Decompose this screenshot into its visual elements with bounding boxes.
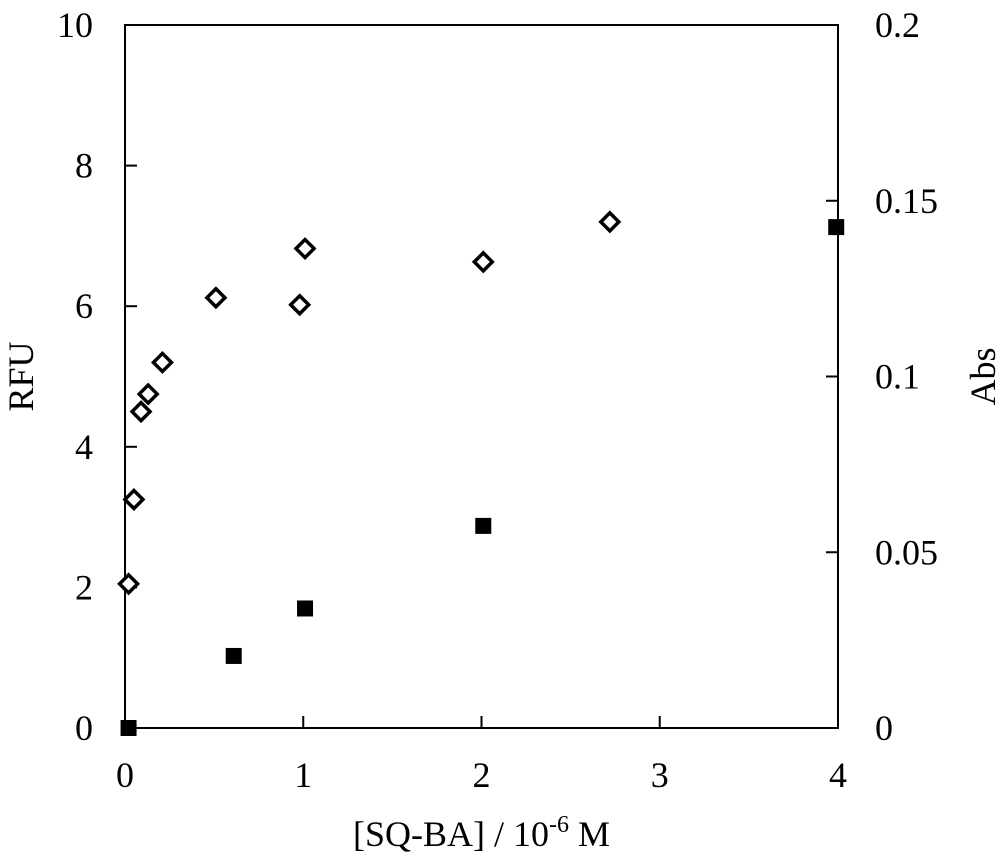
x-tick-label: 1 (294, 755, 312, 795)
rfu-point (288, 293, 312, 317)
y2-tick-label: 0.15 (875, 181, 938, 221)
y2-tick-label: 0.2 (875, 5, 920, 45)
y-tick-label: 2 (75, 567, 93, 607)
data-marks (117, 210, 845, 736)
y2-axis-ticks: 0 0.05 0.1 0.15 0.2 (826, 5, 938, 748)
rfu-point (136, 382, 160, 406)
plot-frame (124, 24, 839, 729)
y-tick-label: 8 (75, 146, 93, 186)
x-tick-label: 4 (829, 755, 847, 795)
y-tick-label: 6 (75, 286, 93, 326)
abs-point (120, 720, 137, 736)
x-axis-title-suffix: M (569, 814, 610, 854)
y-axis-ticks: 0 2 4 6 8 10 (57, 5, 137, 748)
x-tick-label: 2 (473, 755, 491, 795)
y2-tick-label: 0.05 (875, 532, 938, 572)
y-axis-title: RFU (1, 341, 41, 411)
rfu-point (471, 250, 495, 274)
x-tick-label: 3 (651, 755, 669, 795)
x-axis-title: [SQ-BA] / 10-6 M (353, 812, 610, 854)
y-tick-label: 0 (75, 708, 93, 748)
rfu-point (293, 237, 317, 261)
x-axis-title-superscript: -6 (549, 812, 569, 838)
rfu-point (204, 286, 228, 310)
rfu-point (150, 350, 174, 374)
rfu-point (598, 210, 622, 234)
abs-point (828, 219, 845, 236)
abs-point (225, 647, 242, 664)
rfu-point (129, 400, 153, 424)
y2-axis-title: Abs (963, 347, 1000, 405)
rfu-point (122, 488, 146, 511)
x-axis-ticks: 0 1 2 3 4 (116, 716, 847, 795)
y2-tick-label: 0.1 (875, 357, 920, 397)
y-tick-label: 10 (57, 5, 93, 45)
y-tick-label: 4 (75, 427, 93, 467)
rfu-point (117, 572, 141, 596)
abs-point (297, 600, 314, 617)
y2-tick-label: 0 (875, 708, 893, 748)
x-axis-title-prefix: [SQ-BA] / 10 (353, 814, 549, 854)
x-tick-label: 0 (116, 755, 134, 795)
abs-point (475, 517, 492, 534)
